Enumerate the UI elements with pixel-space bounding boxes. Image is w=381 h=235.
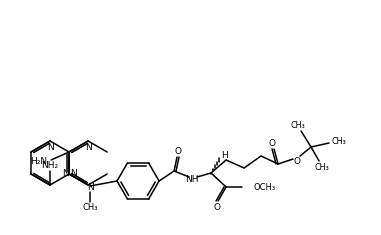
Text: CH₃: CH₃ xyxy=(82,204,98,212)
Text: N: N xyxy=(62,169,69,179)
Text: N: N xyxy=(46,142,53,152)
Text: NH: NH xyxy=(185,175,199,184)
Text: N: N xyxy=(70,169,77,179)
Text: H₂N: H₂N xyxy=(30,157,48,167)
Text: OCH₃: OCH₃ xyxy=(253,183,275,192)
Text: H: H xyxy=(221,152,227,161)
Text: O: O xyxy=(174,146,182,156)
Text: CH₃: CH₃ xyxy=(291,121,306,129)
Text: CH₃: CH₃ xyxy=(315,162,330,172)
Text: NH₂: NH₂ xyxy=(42,161,59,169)
Text: N: N xyxy=(87,184,93,192)
Text: O: O xyxy=(214,203,221,212)
Text: O: O xyxy=(269,138,275,148)
Text: O: O xyxy=(293,157,301,167)
Text: CH₃: CH₃ xyxy=(332,137,346,146)
Text: N: N xyxy=(85,142,91,152)
